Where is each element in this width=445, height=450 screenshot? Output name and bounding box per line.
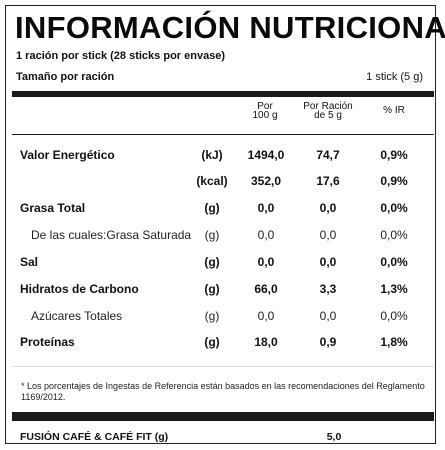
value-per-100g: 1494,0 (247, 148, 285, 162)
product-name: FUSIÓN CAFÉ & CAFÉ FIT (g) (20, 431, 169, 443)
nutrient-unit: (g) (204, 335, 220, 349)
header-per-serving-line2: de 5 g (314, 110, 342, 121)
nutrient-unit: (g) (204, 282, 220, 296)
value-per-100g: 0,0 (257, 228, 275, 242)
value-ir: 0,9% (380, 174, 408, 188)
value-ir: 0,9% (380, 148, 408, 162)
value-per-100g: 66,0 (254, 282, 278, 296)
value-per-serving: 0,9 (319, 335, 337, 349)
value-per-serving: 0,0 (319, 255, 337, 269)
label-title: INFORMACIÓN NUTRICIONAL (15, 10, 445, 45)
footnote: * Los porcentajes de Ingestas de Referen… (21, 381, 425, 402)
nutrient-unit: (g) (204, 255, 220, 269)
nutrient-unit: (kJ) (201, 148, 223, 162)
header-ir: % IR (383, 105, 405, 116)
value-per-serving: 74,7 (316, 148, 340, 162)
value-ir: 1,8% (380, 335, 408, 349)
nutrient-name: De las cuales:Grasa Saturada (31, 228, 192, 242)
nutrient-unit: (g) (204, 228, 220, 242)
header-per-serving: Por Ración de 5 g (296, 101, 360, 121)
value-per-100g: 0,0 (257, 255, 275, 269)
nutrient-unit: (g) (204, 201, 220, 215)
nutrient-name: Hidratos de Carbono (20, 282, 139, 296)
servings-per-container: 1 ración por stick (28 sticks por envase… (16, 50, 226, 62)
nutrient-name: Sal (20, 255, 39, 269)
value-per-100g: 0,0 (257, 201, 275, 215)
value-per-serving: 17,6 (316, 174, 340, 188)
value-ir: 0,0% (380, 201, 408, 215)
value-per-serving: 0,0 (319, 201, 337, 215)
header-per-100g: Por 100 g (240, 101, 290, 121)
thin-divider (12, 134, 434, 135)
value-per-serving: 0,0 (319, 228, 337, 242)
value-per-serving: 3,3 (319, 282, 337, 296)
value-per-100g: 0,0 (257, 309, 275, 323)
value-ir: 0,0% (380, 255, 408, 269)
value-per-100g: 18,0 (254, 335, 278, 349)
product-value: 5,0 (326, 431, 342, 443)
header-per-100g-line2: 100 g (252, 110, 278, 121)
thick-divider-bottom (12, 412, 434, 421)
nutrient-unit: (kcal) (196, 174, 228, 188)
value-ir: 0,0% (380, 228, 408, 242)
header-per-100g-line1: Por (257, 101, 273, 112)
header-per-serving-line1: Por Ración (303, 101, 353, 112)
nutrient-name: Azúcares Totales (31, 309, 123, 323)
nutrient-unit: (g) (204, 309, 220, 323)
nutrient-name: Proteínas (20, 335, 75, 349)
thick-divider (12, 91, 434, 97)
serving-size-value: 1 stick (5 g) (366, 71, 423, 83)
section-divider (12, 366, 434, 367)
serving-size-label: Tamaño por ración (16, 71, 115, 83)
value-ir: 1,3% (380, 282, 408, 296)
nutrient-name: Valor Energético (20, 148, 115, 162)
value-per-100g: 352,0 (250, 174, 282, 188)
nutrition-label: INFORMACIÓN NUTRICIONAL 1 ración por sti… (5, 5, 445, 444)
value-per-serving: 0,0 (319, 309, 337, 323)
value-ir: 0,0% (380, 309, 408, 323)
nutrient-name: Grasa Total (20, 201, 86, 215)
